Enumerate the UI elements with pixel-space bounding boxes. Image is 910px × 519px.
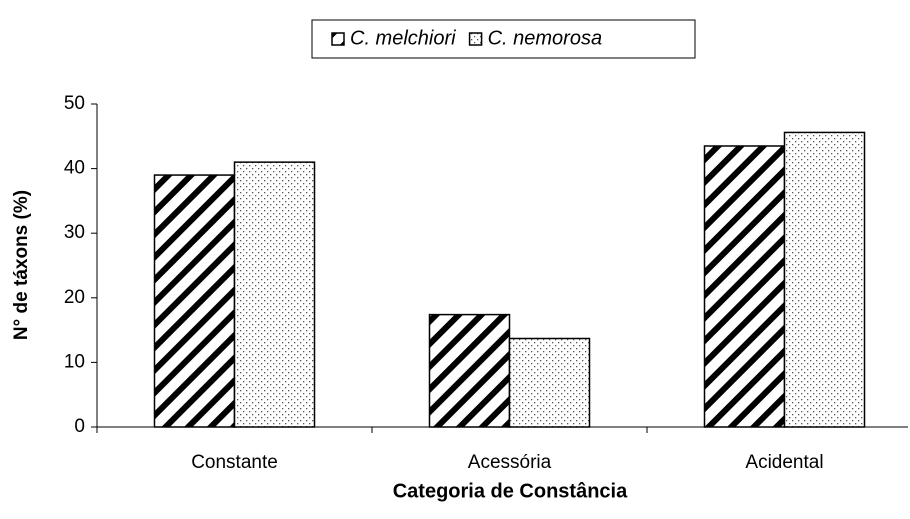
- y-axis-label: N° de táxons (%): [11, 190, 32, 340]
- y-tick-label: 30: [64, 222, 85, 243]
- x-tick-label: Acessória: [468, 452, 552, 473]
- y-tick-label: 0: [74, 416, 85, 437]
- y-tick-label: 10: [64, 351, 85, 372]
- bar: [508, 337, 591, 428]
- x-tick-label: Constante: [191, 452, 278, 473]
- legend-label: C. nemorosa: [488, 27, 603, 49]
- legend-swatch: [331, 32, 345, 46]
- bar: [428, 313, 511, 428]
- legend-box: [311, 19, 696, 59]
- bar: [153, 174, 236, 428]
- bar: [783, 131, 866, 428]
- legend-label: C. melchiori: [350, 27, 456, 49]
- bar: [233, 161, 316, 428]
- y-tick-label: 50: [64, 93, 85, 114]
- x-axis-label: Categoria de Constância: [393, 480, 628, 502]
- legend-swatch: [468, 32, 483, 46]
- y-tick-label: 20: [64, 287, 85, 308]
- bar: [703, 145, 786, 428]
- x-tick-label: Acidental: [745, 452, 823, 473]
- y-tick-label: 40: [64, 158, 85, 179]
